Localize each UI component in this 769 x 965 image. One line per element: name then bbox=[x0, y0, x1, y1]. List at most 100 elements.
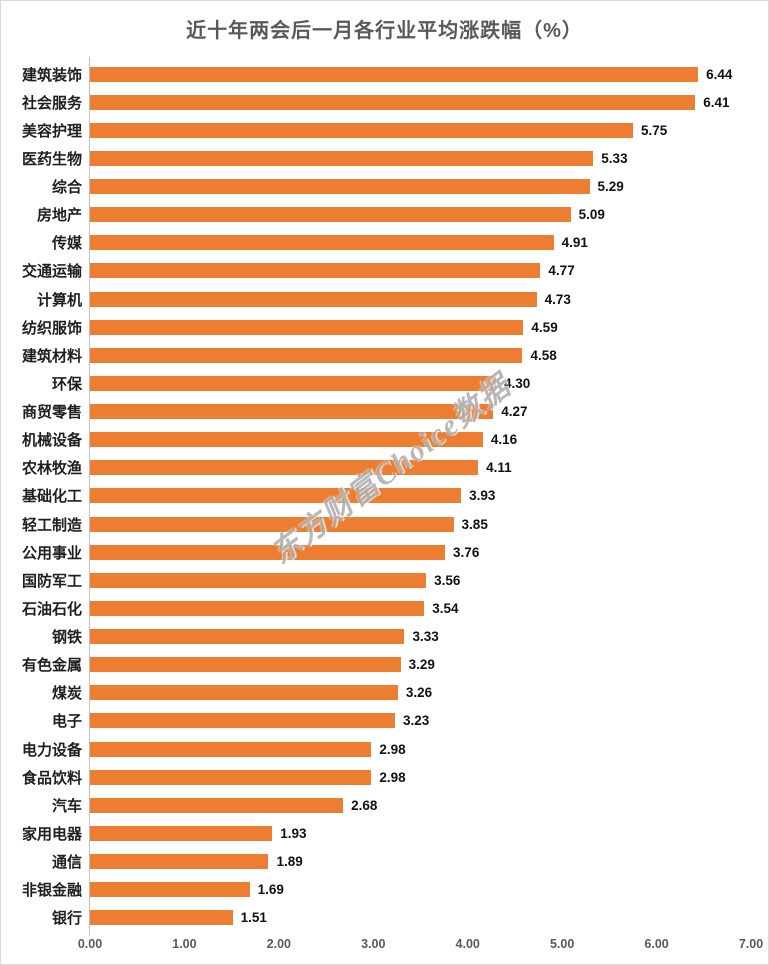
bar-row: 国防军工 3.56 bbox=[22, 566, 751, 594]
bar bbox=[90, 629, 405, 645]
bar bbox=[90, 854, 269, 870]
category-label: 食品饮料 bbox=[21, 769, 82, 787]
bar bbox=[90, 516, 454, 532]
value-label: 3.76 bbox=[453, 544, 480, 560]
category-label: 交通运输 bbox=[21, 263, 82, 281]
bar bbox=[90, 122, 633, 138]
bar-row: 计算机 4.73 bbox=[37, 285, 751, 313]
plot-area: 建筑装饰 6.44 社会服务 6.41 美容护理 5.75 医药生物 5.33 综合 5.29 房地… bbox=[22, 57, 763, 951]
bar bbox=[90, 488, 462, 504]
value-label: 4.16 bbox=[490, 432, 518, 448]
bar bbox=[90, 600, 425, 616]
x-tick-label: 4.00 bbox=[455, 937, 480, 951]
bar-row: 美容护理 5.75 bbox=[22, 116, 751, 144]
bar bbox=[90, 179, 590, 195]
category-label: 电力设备 bbox=[21, 741, 82, 759]
value-label: 1.69 bbox=[257, 882, 284, 898]
value-label: 3.29 bbox=[408, 657, 435, 673]
bar bbox=[90, 544, 446, 560]
category-label: 美容护理 bbox=[21, 122, 82, 140]
bar bbox=[90, 769, 372, 785]
bar-row: 纺织服饰 4.59 bbox=[22, 313, 751, 341]
value-label: 2.68 bbox=[351, 797, 378, 813]
bar-row: 交通运输 4.77 bbox=[22, 257, 751, 285]
bar bbox=[90, 741, 372, 757]
x-axis-ticks: 0.00 1.00 2.00 3.00 4.00 5.00 6.00 7.00 bbox=[78, 932, 763, 956]
value-label: 5.33 bbox=[601, 150, 628, 166]
category-label: 计算机 bbox=[36, 291, 82, 309]
value-label: 5.75 bbox=[640, 122, 668, 138]
bar bbox=[90, 713, 395, 729]
value-label: 1.93 bbox=[280, 825, 307, 841]
value-label: 4.77 bbox=[548, 263, 575, 279]
bar-row: 医药生物 5.33 bbox=[22, 144, 751, 172]
category-label: 传媒 bbox=[51, 235, 82, 253]
value-label: 1.51 bbox=[240, 910, 267, 926]
bar-row: 环保 4.30 bbox=[52, 369, 751, 397]
bar-row: 传媒 4.91 bbox=[52, 229, 751, 257]
category-label: 综合 bbox=[51, 179, 82, 197]
y-axis-line bbox=[89, 57, 90, 936]
bar-row: 汽车 2.68 bbox=[52, 791, 751, 819]
bar bbox=[90, 685, 398, 701]
bar bbox=[90, 432, 483, 448]
bar bbox=[90, 347, 523, 363]
category-label: 纺织服饰 bbox=[21, 319, 82, 337]
bar-row: 银行 1.51 bbox=[52, 904, 751, 932]
bar-row: 煤炭 3.26 bbox=[52, 679, 751, 707]
value-label: 5.09 bbox=[578, 207, 605, 223]
bar bbox=[90, 291, 537, 307]
bar-row: 基础化工 3.93 bbox=[22, 482, 751, 510]
bar-row: 机械设备 4.16 bbox=[22, 426, 751, 454]
bar bbox=[90, 404, 494, 420]
bar-row: 非银金融 1.69 bbox=[22, 876, 751, 904]
category-label: 有色金属 bbox=[21, 657, 82, 675]
bar-row: 房地产 5.09 bbox=[37, 201, 751, 229]
bar bbox=[90, 882, 250, 898]
x-tick-label: 7.00 bbox=[738, 937, 764, 951]
value-label: 3.56 bbox=[434, 572, 461, 588]
value-label: 2.98 bbox=[379, 741, 406, 757]
category-label: 房地产 bbox=[36, 207, 82, 225]
value-label: 4.30 bbox=[504, 375, 531, 391]
bar-row: 公用事业 3.76 bbox=[22, 538, 751, 566]
category-label: 建筑装饰 bbox=[21, 66, 82, 84]
bar-row: 综合 5.29 bbox=[52, 173, 751, 201]
bar-row: 电力设备 2.98 bbox=[22, 735, 751, 763]
value-label: 4.91 bbox=[561, 235, 588, 251]
category-label: 社会服务 bbox=[21, 94, 82, 112]
value-label: 3.54 bbox=[432, 600, 459, 616]
bar-row: 轻工制造 3.85 bbox=[22, 510, 751, 538]
category-label: 公用事业 bbox=[21, 544, 82, 562]
x-tick-label: 5.00 bbox=[549, 937, 575, 951]
category-label: 电子 bbox=[51, 713, 82, 731]
category-label: 机械设备 bbox=[21, 432, 82, 450]
value-label: 3.33 bbox=[412, 629, 439, 645]
category-label: 基础化工 bbox=[21, 488, 82, 506]
category-label: 商贸零售 bbox=[21, 404, 82, 422]
category-label: 环保 bbox=[51, 375, 82, 393]
bar-row: 电子 3.23 bbox=[52, 707, 751, 735]
bar bbox=[90, 375, 497, 391]
category-label: 钢铁 bbox=[51, 629, 82, 647]
value-label: 4.73 bbox=[544, 291, 571, 307]
category-label: 煤炭 bbox=[51, 685, 82, 703]
value-label: 4.11 bbox=[486, 460, 512, 476]
value-label: 3.23 bbox=[403, 713, 430, 729]
bar-row: 社会服务 6.41 bbox=[22, 88, 751, 116]
chart-title: 近十年两会后一月各行业平均涨跌幅（%） bbox=[186, 20, 583, 42]
bar bbox=[90, 235, 554, 251]
value-label: 5.29 bbox=[597, 179, 624, 195]
bar-row: 商贸零售 4.27 bbox=[22, 398, 751, 426]
bar bbox=[90, 657, 401, 673]
category-label: 轻工制造 bbox=[21, 516, 82, 534]
bar bbox=[90, 460, 479, 476]
x-tick-label: 6.00 bbox=[644, 937, 669, 951]
bar bbox=[90, 319, 524, 335]
bar-row: 食品饮料 2.98 bbox=[22, 763, 751, 791]
category-label: 通信 bbox=[51, 854, 82, 872]
category-label: 国防军工 bbox=[21, 572, 82, 590]
bar-row: 钢铁 3.33 bbox=[52, 623, 751, 651]
category-label: 石油石化 bbox=[21, 600, 82, 618]
